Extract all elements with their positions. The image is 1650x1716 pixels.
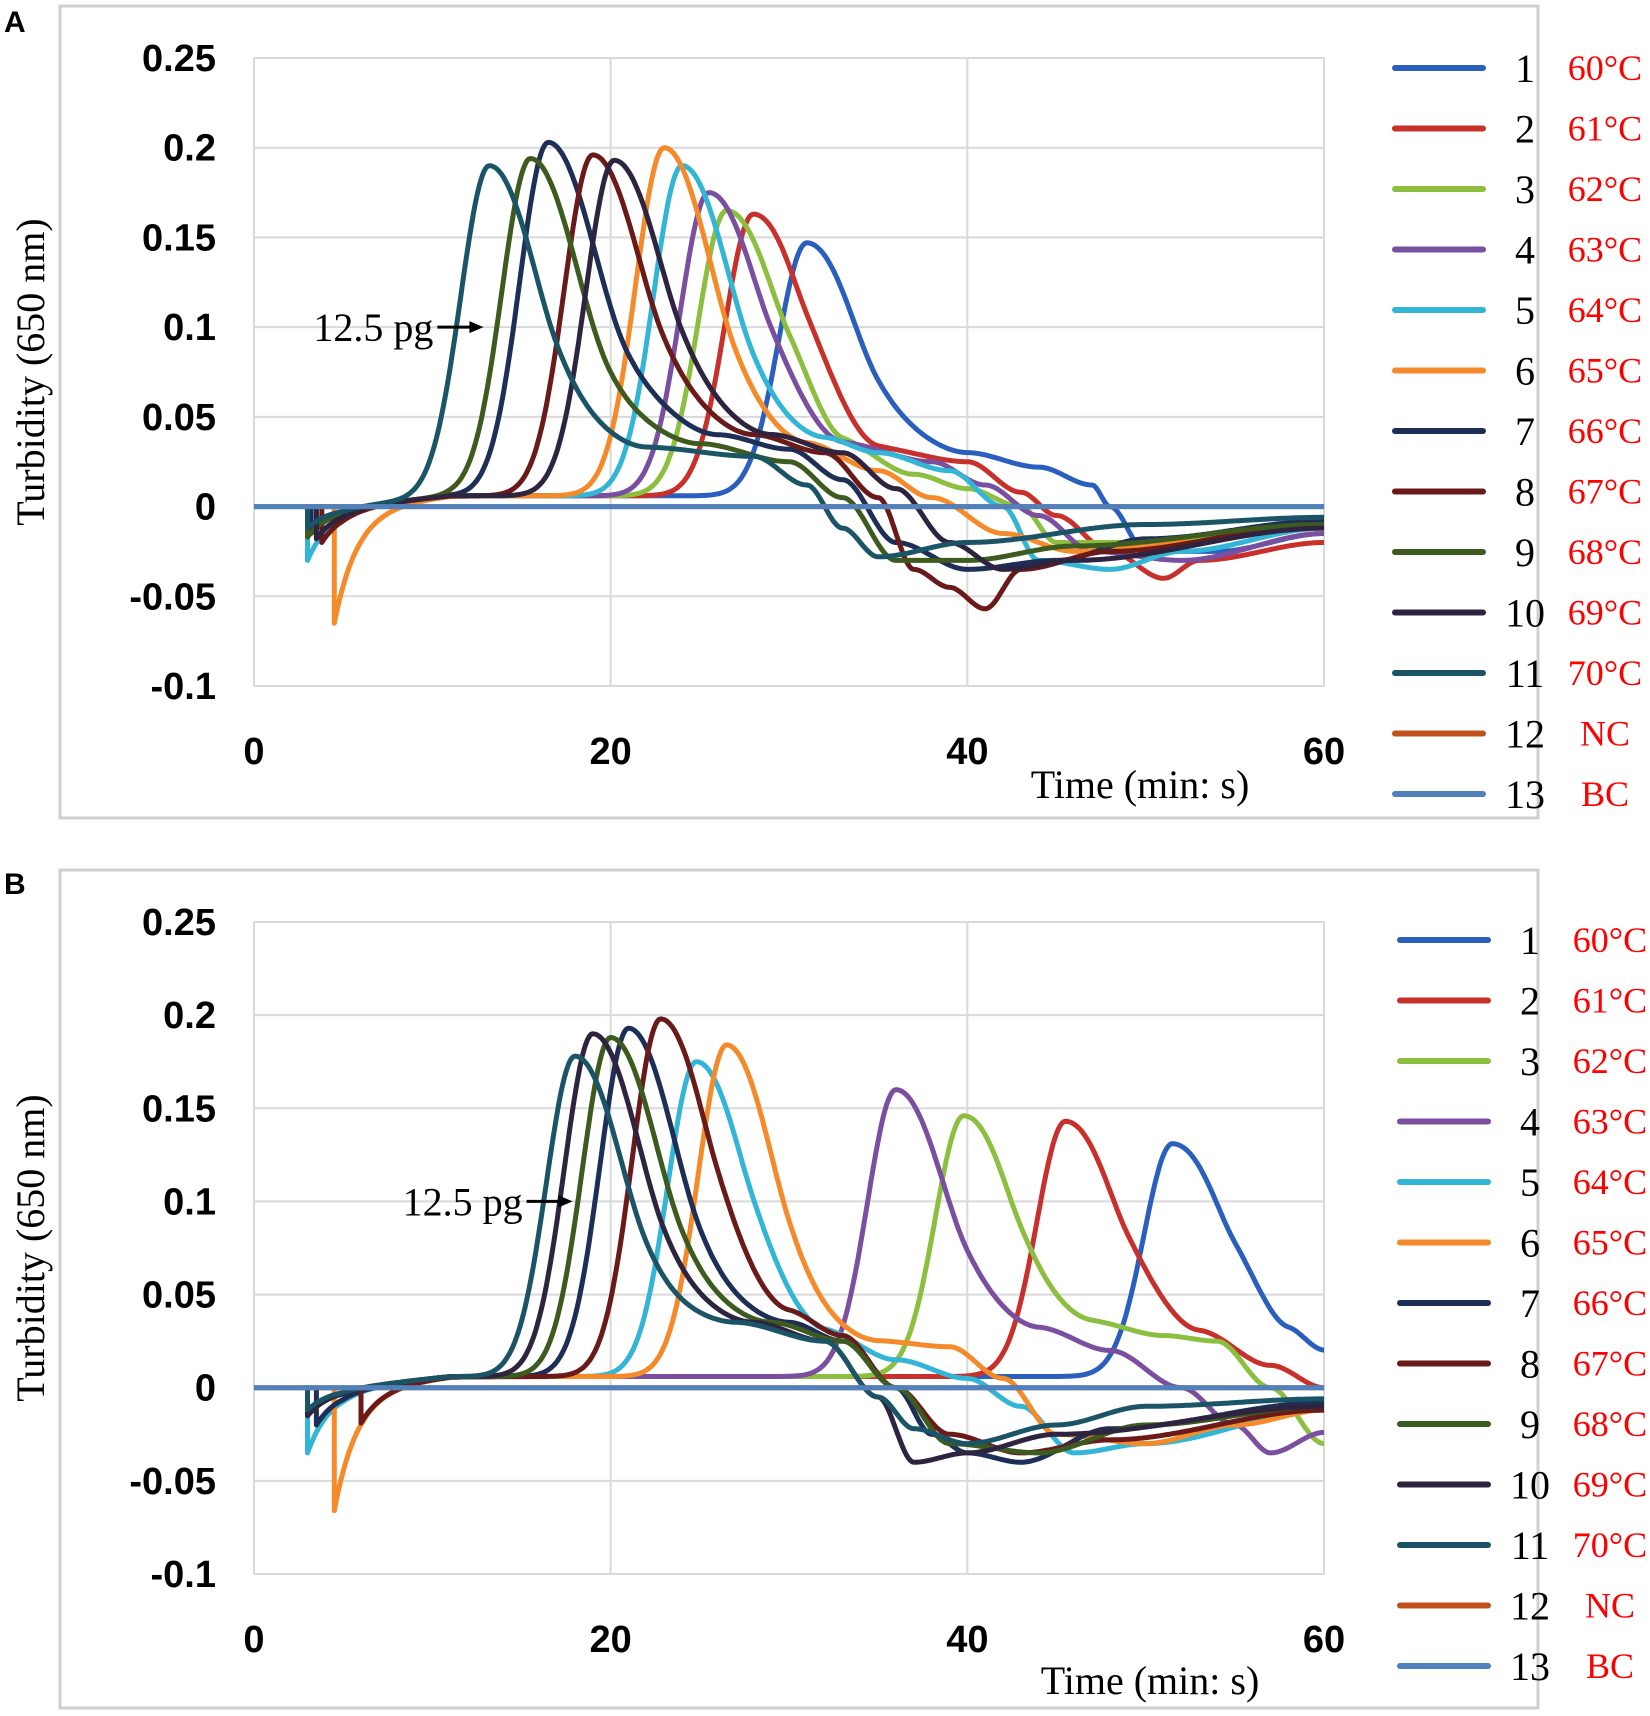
legend-label-1: 60°C <box>1568 48 1642 88</box>
x-tick-label: 20 <box>590 731 632 773</box>
x-tick-label: 60 <box>1303 1619 1345 1661</box>
annotation-label: 12.5 pg <box>403 1179 523 1224</box>
legend-number-9: 9 <box>1515 530 1535 575</box>
legend-number-11: 11 <box>1506 651 1545 696</box>
y-tick-label: 0.15 <box>142 217 216 259</box>
panel-b: B 0.25 0.2 0.15 0.1 0.05 0 -0.05 -0.1 0 20 40 60 Turb… <box>0 858 1650 1716</box>
legend-label-2: 61°C <box>1568 109 1642 149</box>
chart-b-svg: B 0.25 0.2 0.15 0.1 0.05 0 -0.05 -0.1 0 20 40 60 Turb… <box>4 868 1647 1710</box>
legend-number-13: 13 <box>1505 772 1545 817</box>
legend-number-11: 11 <box>1511 1523 1550 1568</box>
legend-label-4: 63°C <box>1573 1102 1647 1142</box>
legend-label-1: 60°C <box>1573 920 1647 960</box>
panel-a: A 0.25 0.2 0.15 0.1 0.05 0 -0.05 -0.1 0 20 40 60 Turb… <box>0 0 1650 850</box>
legend-number-12: 12 <box>1510 1584 1550 1629</box>
legend-label-10: 69°C <box>1568 593 1642 633</box>
legend-number-3: 3 <box>1515 167 1535 212</box>
legend-label-11: 70°C <box>1573 1525 1647 1565</box>
series-group <box>254 1016 1324 1514</box>
y-tick-label: 0.1 <box>163 1181 216 1223</box>
legend-number-7: 7 <box>1515 409 1535 454</box>
legend-label-6: 65°C <box>1573 1223 1647 1263</box>
legend-label-8: 67°C <box>1568 472 1642 512</box>
legend-number-5: 5 <box>1520 1160 1540 1205</box>
series-group <box>254 139 1324 626</box>
legend-label-12: NC <box>1585 1586 1635 1626</box>
series-line-11 <box>305 163 1324 560</box>
y-tick-label: 0.1 <box>163 307 216 349</box>
legend-label-7: 66°C <box>1568 411 1642 451</box>
x-tick-label: 20 <box>590 1619 632 1661</box>
legend-number-4: 4 <box>1520 1100 1540 1145</box>
legend-label-9: 68°C <box>1568 532 1642 572</box>
y-tick-label: 0.2 <box>163 128 216 170</box>
legend-number-1: 1 <box>1520 918 1540 963</box>
legend-label-7: 66°C <box>1573 1283 1647 1323</box>
y-tick-label: 0.05 <box>142 397 216 439</box>
y-tick-label: 0 <box>195 487 216 529</box>
y-tick-label: 0.25 <box>142 902 216 944</box>
annotation-arrow-head <box>558 1195 573 1208</box>
legend-number-3: 3 <box>1520 1039 1540 1084</box>
legend-label-13: BC <box>1581 774 1629 814</box>
legend-number-6: 6 <box>1520 1221 1540 1266</box>
legend-number-10: 10 <box>1505 591 1545 636</box>
legend-number-8: 8 <box>1520 1342 1540 1387</box>
x-tick-label: 40 <box>946 731 988 773</box>
legend-number-12: 12 <box>1505 712 1545 757</box>
legend-number-8: 8 <box>1515 470 1535 515</box>
legend-label-2: 61°C <box>1573 981 1647 1021</box>
y-tick-label: -0.1 <box>151 1554 216 1596</box>
y-tick-label: -0.05 <box>129 1461 216 1503</box>
annotation-arrow-head <box>469 321 484 334</box>
y-tick-label: 0.25 <box>142 38 216 80</box>
y-tick-label: -0.05 <box>129 576 216 618</box>
legend-label-8: 67°C <box>1573 1344 1647 1384</box>
chart-frame <box>58 868 1540 1710</box>
y-tick-label: 0.2 <box>163 995 216 1037</box>
y-tick-label: -0.1 <box>151 666 216 708</box>
series-line-10 <box>313 157 1324 572</box>
legend-label-12: NC <box>1580 714 1630 754</box>
legend-label-13: BC <box>1586 1646 1634 1686</box>
legend-label-3: 62°C <box>1568 169 1642 209</box>
legend-label-4: 63°C <box>1568 230 1642 270</box>
legend-number-2: 2 <box>1515 107 1535 152</box>
y-axis-title: Turbidity (650 nm) <box>8 1094 53 1401</box>
x-axis-title: Time (min: s) <box>1041 1658 1260 1703</box>
legend-number-9: 9 <box>1520 1402 1540 1447</box>
panel-letter: A <box>4 6 26 39</box>
series-line-11 <box>305 1053 1324 1447</box>
legend-label-10: 69°C <box>1573 1465 1647 1505</box>
chart-a-svg: A 0.25 0.2 0.15 0.1 0.05 0 -0.05 -0.1 0 20 40 60 Turb… <box>4 4 1642 820</box>
legend-label-3: 62°C <box>1573 1041 1647 1081</box>
legend-number-6: 6 <box>1515 349 1535 394</box>
legend-number-13: 13 <box>1510 1644 1550 1689</box>
legend-number-10: 10 <box>1510 1463 1550 1508</box>
y-axis-title: Turbidity (650 nm) <box>8 218 53 525</box>
annotation-label: 12.5 pg <box>313 305 433 350</box>
x-tick-label: 0 <box>243 1619 264 1661</box>
x-tick-label: 0 <box>243 731 264 773</box>
chart-frame <box>58 4 1540 820</box>
legend-label-11: 70°C <box>1568 653 1642 693</box>
panel-letter: B <box>4 868 26 901</box>
series-line-9 <box>305 156 1324 563</box>
legend-label-6: 65°C <box>1568 351 1642 391</box>
legend-number-4: 4 <box>1515 228 1535 273</box>
legend-label-5: 64°C <box>1568 290 1642 330</box>
x-tick-label: 60 <box>1303 731 1345 773</box>
legend-number-7: 7 <box>1520 1281 1540 1326</box>
legend-label-9: 68°C <box>1573 1404 1647 1444</box>
legend-number-5: 5 <box>1515 288 1535 333</box>
y-tick-label: 0 <box>195 1368 216 1410</box>
legend-label-5: 64°C <box>1573 1162 1647 1202</box>
y-tick-label: 0.15 <box>142 1088 216 1130</box>
y-tick-label: 0.05 <box>142 1275 216 1317</box>
x-axis-title: Time (min: s) <box>1031 762 1250 807</box>
legend-number-2: 2 <box>1520 979 1540 1024</box>
x-tick-label: 40 <box>946 1619 988 1661</box>
legend-number-1: 1 <box>1515 46 1535 91</box>
